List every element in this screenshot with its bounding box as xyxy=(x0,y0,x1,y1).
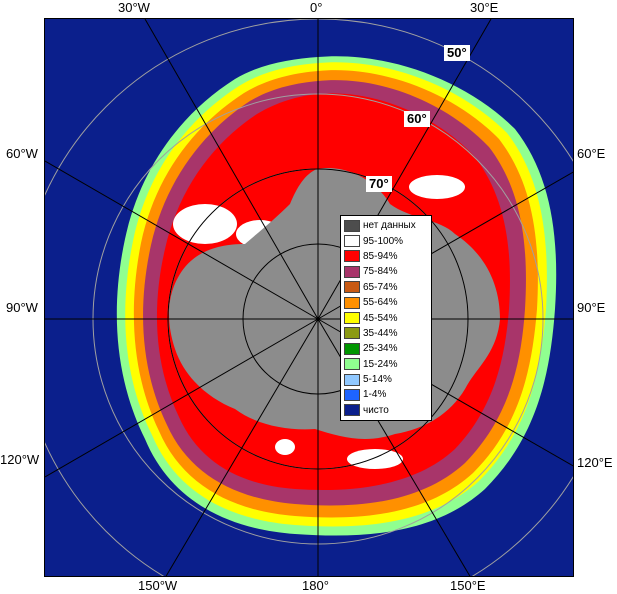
legend-swatch xyxy=(344,404,360,417)
legend-item: чисто xyxy=(344,403,428,418)
longitude-label-150w: 150°W xyxy=(138,578,178,593)
latitude-circle xyxy=(167,168,469,470)
ice-patch-95-100 xyxy=(275,439,295,455)
legend-label: 45-54% xyxy=(363,312,398,324)
legend-label: 65-74% xyxy=(363,281,398,293)
legend-label: нет данных xyxy=(363,220,416,232)
ice-patch-95-100 xyxy=(409,175,465,199)
legend-swatch xyxy=(344,219,360,232)
longitude-label-120w: 120°W xyxy=(0,452,40,467)
longitude-label-120e: 120°E xyxy=(577,455,613,470)
legend-item: нет данных xyxy=(344,218,428,233)
latitude-label-50: 50° xyxy=(444,45,470,61)
longitude-label-90e: 90°E xyxy=(577,300,606,315)
legend-swatch xyxy=(344,373,360,386)
legend-label: 35-44% xyxy=(363,327,398,339)
map-canvas xyxy=(45,19,573,576)
meridian-line xyxy=(45,160,319,320)
longitude-label-30w: 30°W xyxy=(118,0,150,15)
longitude-label-60w: 60°W xyxy=(6,146,38,161)
legend-label: 5-14% xyxy=(363,374,392,386)
meridian-line xyxy=(144,19,319,320)
ice-patch-95-100 xyxy=(347,449,403,469)
legend-label: 25-34% xyxy=(363,343,398,355)
legend-swatch xyxy=(344,296,360,309)
meridian-line xyxy=(45,318,319,478)
longitude-label-180: 180° xyxy=(302,578,329,593)
legend-swatch xyxy=(344,281,360,294)
legend-item: 45-54% xyxy=(344,310,428,325)
legend-label: 95-100% xyxy=(363,235,404,247)
legend-item: 65-74% xyxy=(344,280,428,295)
legend-item: 5-14% xyxy=(344,372,428,387)
legend-label: чисто xyxy=(363,404,389,416)
legend-swatch xyxy=(344,235,360,248)
legend-label: 15-24% xyxy=(363,358,398,370)
legend-swatch xyxy=(344,327,360,340)
legend-swatch xyxy=(344,388,360,401)
legend-label: 85-94% xyxy=(363,250,398,262)
legend-item: 85-94% xyxy=(344,249,428,264)
legend-item: 75-84% xyxy=(344,264,428,279)
legend-swatch xyxy=(344,265,360,278)
ice-patch-95-100 xyxy=(173,204,237,244)
longitude-label-0: 0° xyxy=(310,0,323,15)
legend-label: 75-84% xyxy=(363,266,398,278)
legend-item: 25-34% xyxy=(344,341,428,356)
map-legend: нет данных 95-100% 85-94% 75-84% 65-74% 55-64… xyxy=(340,215,432,422)
legend-swatch xyxy=(344,312,360,325)
legend-item: 15-24% xyxy=(344,357,428,372)
longitude-label-60e: 60°E xyxy=(577,146,606,161)
legend-swatch xyxy=(344,342,360,355)
legend-item: 55-64% xyxy=(344,295,428,310)
latitude-label-70: 70° xyxy=(366,176,392,192)
legend-swatch xyxy=(344,358,360,371)
legend-label: 55-64% xyxy=(363,297,398,309)
legend-item: 35-44% xyxy=(344,326,428,341)
longitude-label-30e: 30°E xyxy=(470,0,499,15)
legend-item: 95-100% xyxy=(344,233,428,248)
legend-item: 1-4% xyxy=(344,387,428,402)
sea-ice-map xyxy=(44,18,574,577)
longitude-label-90w: 90°W xyxy=(6,300,38,315)
legend-swatch xyxy=(344,250,360,263)
legend-label: 1-4% xyxy=(363,389,387,401)
longitude-label-150e: 150°E xyxy=(450,578,486,593)
latitude-label-60: 60° xyxy=(404,111,430,127)
